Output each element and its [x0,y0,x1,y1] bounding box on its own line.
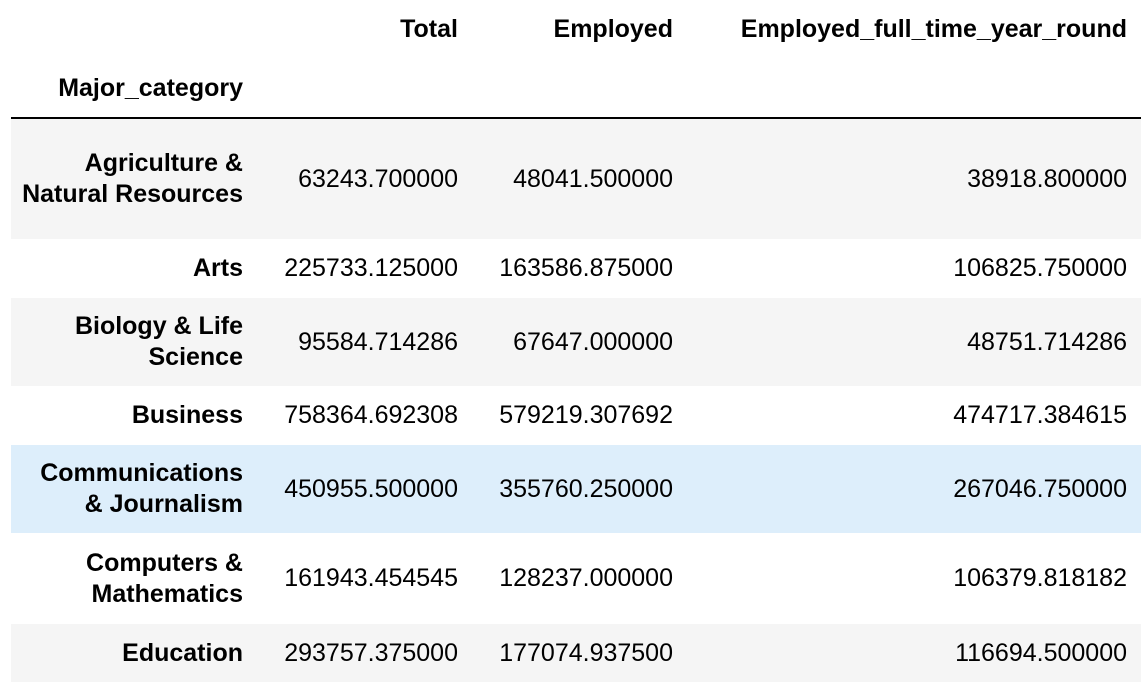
cell-total: 450955.500000 [284,474,458,503]
row-label: Business [131,401,243,429]
header-blank [685,59,1141,119]
column-header-total: Total [400,15,458,43]
cell-employed: 128237.000000 [499,564,673,592]
table-row: Education 293757.375000 177074.937500 11… [11,624,1141,682]
cell-employed-full-time: 106825.750000 [953,254,1127,282]
column-header-row: Total Employed Employed_full_time_year_r… [11,0,1141,59]
row-label: Agriculture & Natural Resources [22,149,243,208]
table-row-hovered: Communications & Journalism 450955.50000… [11,445,1141,533]
cell-employed-full-time: 267046.750000 [953,474,1127,503]
row-label: Communications & Journalism [40,459,243,518]
table-row: Computers & Mathematics 161943.454545 12… [11,533,1141,624]
cell-total: 225733.125000 [284,254,458,282]
row-label: Arts [192,254,243,282]
header-blank [255,59,470,119]
row-label: Computers & Mathematics [86,548,243,608]
cell-employed: 67647.000000 [513,327,673,356]
table-row: Biology & Life Science 95584.714286 6764… [11,298,1141,386]
cell-employed-full-time: 106379.818182 [953,564,1127,592]
row-label: Biology & Life Science [74,312,243,371]
row-label: Education [122,638,243,667]
cell-total: 293757.375000 [284,638,458,667]
cell-employed: 163586.875000 [499,254,673,282]
cell-total: 758364.692308 [284,401,458,429]
cell-employed-full-time: 38918.800000 [967,164,1127,193]
cell-total: 63243.700000 [298,164,458,193]
cell-employed: 579219.307692 [499,401,673,429]
table-row: Agriculture & Natural Resources 63243.70… [11,118,1141,239]
table-row: Arts 225733.125000 163586.875000 106825.… [11,239,1141,298]
cell-employed: 355760.250000 [499,474,673,503]
cell-employed-full-time: 116694.500000 [955,638,1127,667]
cell-employed-full-time: 474717.384615 [953,401,1127,429]
table-row: Business 758364.692308 579219.307692 474… [11,386,1141,445]
table-body: Agriculture & Natural Resources 63243.70… [11,118,1141,682]
dataframe-table: Total Employed Employed_full_time_year_r… [11,0,1141,682]
column-header-employed-full-time: Employed_full_time_year_round [740,15,1127,43]
cell-employed: 177074.937500 [499,638,673,667]
column-header-employed: Employed [553,15,673,43]
index-name-header: Major_category [11,59,255,119]
index-header-row: Major_category [11,59,1141,119]
header-blank [470,59,685,119]
table-header: Total Employed Employed_full_time_year_r… [11,0,1141,119]
cell-employed: 48041.500000 [513,164,673,193]
cell-total: 95584.714286 [298,327,458,356]
header-blank [11,0,255,59]
cell-employed-full-time: 48751.714286 [967,327,1127,356]
cell-total: 161943.454545 [284,564,458,592]
